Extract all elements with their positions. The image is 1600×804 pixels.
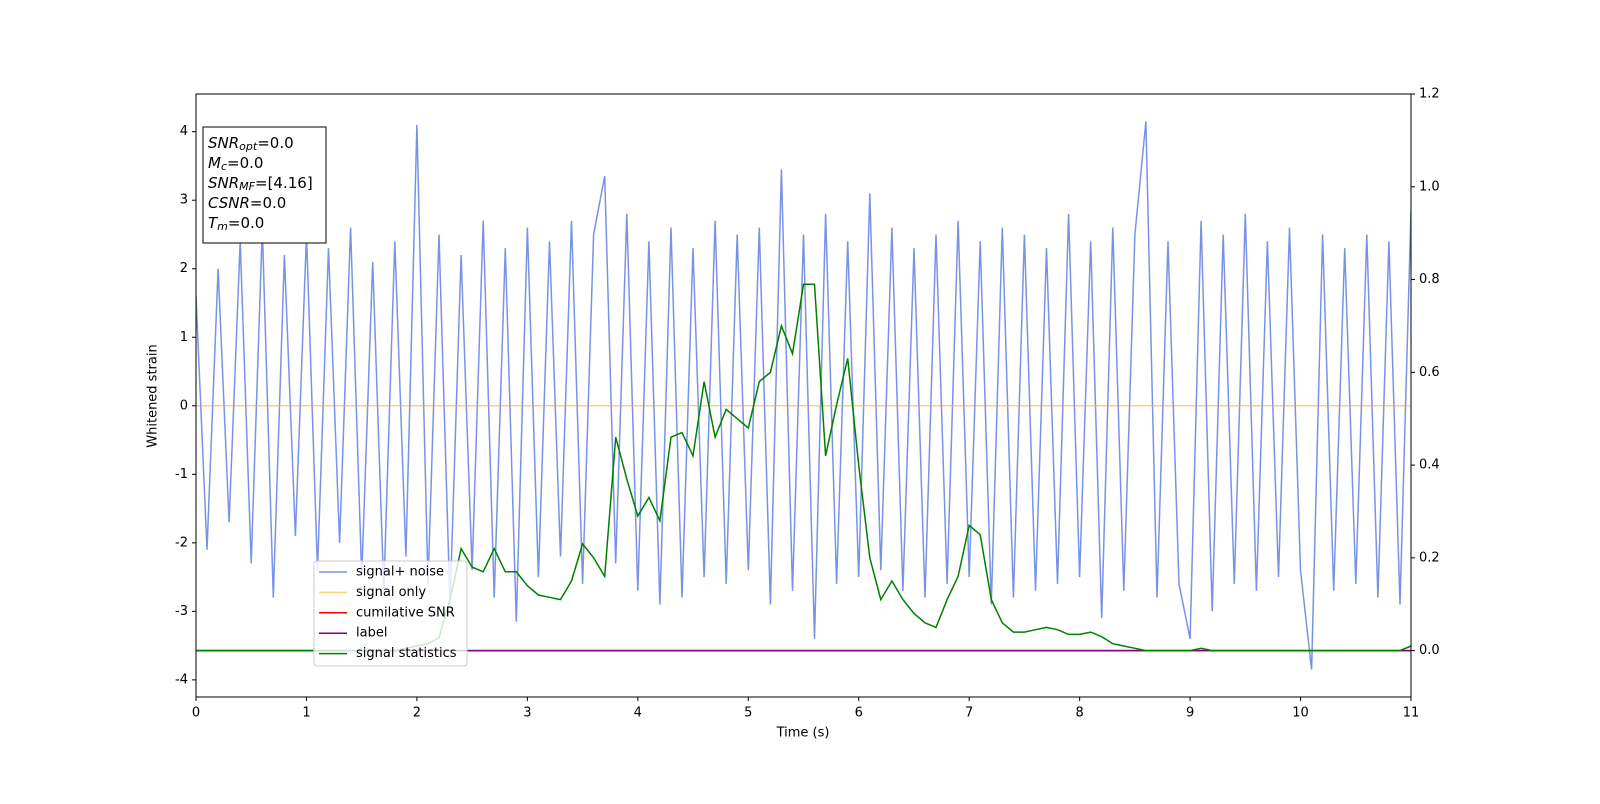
x-tick-label: 1 — [302, 706, 310, 721]
annotation-rest: =0.0 — [228, 214, 264, 232]
y-tick-label: 1 — [180, 330, 188, 345]
annotation-sub: opt — [239, 140, 258, 153]
y-tick-label: -4 — [175, 672, 188, 687]
y2-tick-label: 0.6 — [1419, 365, 1440, 380]
y-tick-label: 2 — [180, 261, 188, 276]
annotation-line: SNRMF=[4.16] — [208, 174, 313, 194]
y-tick-label: -2 — [175, 535, 188, 550]
y2-tick-label: 0.2 — [1419, 550, 1440, 565]
plot-frame — [195, 93, 1412, 698]
y-tick-label: 0 — [180, 398, 188, 413]
annotation-rest: =0.0 — [250, 194, 286, 212]
annotation-base: SNR — [208, 134, 239, 152]
y2-tick-label: 1.2 — [1419, 87, 1440, 102]
x-tick-label: 2 — [413, 706, 421, 721]
y-tick-label: 3 — [180, 193, 188, 208]
y2-tick-label: 0.4 — [1419, 458, 1440, 473]
x-tick-label: 7 — [965, 706, 973, 721]
y-axis-label: Whitened strain — [146, 344, 161, 447]
legend-label: signal statistics — [356, 646, 457, 661]
annotation-base: T — [208, 214, 219, 232]
annotation-base: SNR — [208, 174, 239, 192]
y-tick-label: 4 — [180, 124, 188, 139]
legend-box — [313, 560, 468, 667]
annotation-sub: MF — [239, 180, 255, 193]
legend-label: signal+ noise — [356, 565, 444, 580]
annotation-rest: =0.0 — [227, 154, 263, 172]
y2-tick-label: 1.0 — [1419, 179, 1440, 194]
annotation-rest: =[4.16] — [255, 174, 313, 192]
x-axis-label: Time (s) — [776, 726, 830, 741]
annotation-sub: m — [217, 220, 228, 233]
x-tick-label: 3 — [523, 706, 531, 721]
annotation-line: Tm=0.0 — [208, 214, 264, 234]
x-tick-label: 9 — [1186, 706, 1194, 721]
x-tick-label: 8 — [1075, 706, 1083, 721]
annotation-rest: =0.0 — [257, 134, 293, 152]
y2-tick-label: 0.0 — [1419, 643, 1440, 658]
annotation-line: SNRopt=0.0 — [208, 134, 294, 154]
series-line — [196, 121, 1411, 670]
x-tick-label: 11 — [1403, 706, 1420, 721]
annotation-base: M — [208, 154, 221, 172]
x-tick-label: 5 — [744, 706, 752, 721]
legend-label: signal only — [356, 585, 426, 600]
annotation-sub: c — [221, 160, 227, 173]
y-tick-label: -1 — [175, 467, 188, 482]
annotation-line: CSNR=0.0 — [208, 194, 286, 212]
x-tick-label: 0 — [192, 706, 200, 721]
annotation-base: CSNR — [208, 194, 250, 212]
x-tick-label: 4 — [634, 706, 642, 721]
legend-label: label — [356, 626, 387, 641]
x-tick-label: 6 — [855, 706, 863, 721]
y2-tick-label: 0.8 — [1419, 272, 1440, 287]
legend-label: cumilative SNR — [356, 605, 455, 620]
annotation-line: Mc=0.0 — [208, 154, 263, 174]
annotation-box — [202, 126, 327, 244]
y-tick-label: -3 — [175, 604, 188, 619]
x-tick-label: 10 — [1292, 706, 1309, 721]
